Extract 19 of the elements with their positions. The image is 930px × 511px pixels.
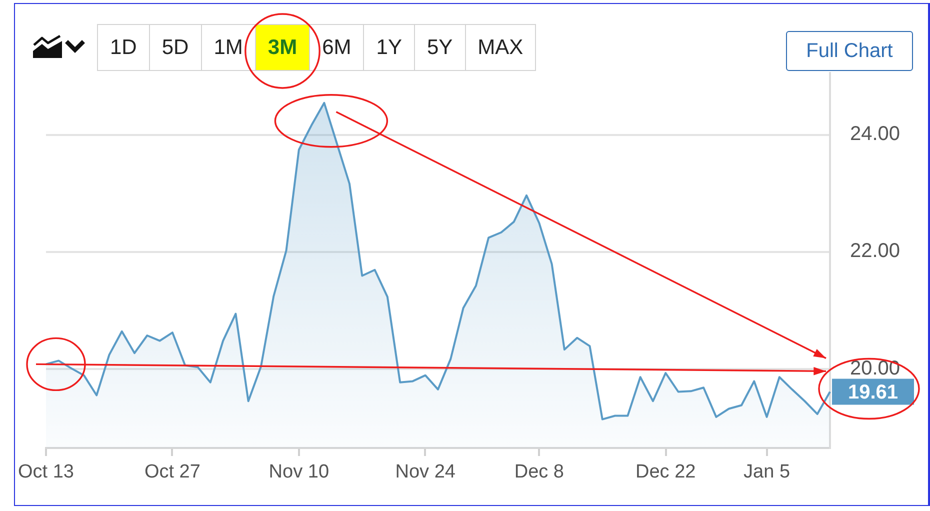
button[interactable]: 1D: [97, 24, 150, 71]
button[interactable]: 1Y: [363, 24, 415, 71]
data-label: 19.61: [848, 381, 898, 404]
button[interactable]: 5Y: [414, 24, 466, 71]
x-tick-label: Nov 10: [268, 462, 330, 483]
y-tick-label: 20.00: [850, 357, 900, 380]
button[interactable]: 6M: [309, 24, 364, 71]
button[interactable]: 3M: [254, 24, 310, 71]
x-tick-label: Jan 5: [744, 462, 790, 483]
button[interactable]: 5D: [148, 24, 202, 71]
y-tick-label: 24.00: [850, 123, 900, 146]
x-tick-label: Nov 24: [395, 462, 456, 483]
x-tick-label: Dec 22: [636, 462, 696, 483]
x-tick-label: Oct 27: [144, 462, 200, 483]
button[interactable]: Full Chart: [786, 31, 913, 71]
x-tick-label: Dec 8: [514, 462, 564, 483]
x-tick-label: Oct 13: [18, 462, 74, 483]
button[interactable]: MAX: [464, 24, 536, 71]
y-tick-label: 22.00: [850, 240, 900, 262]
